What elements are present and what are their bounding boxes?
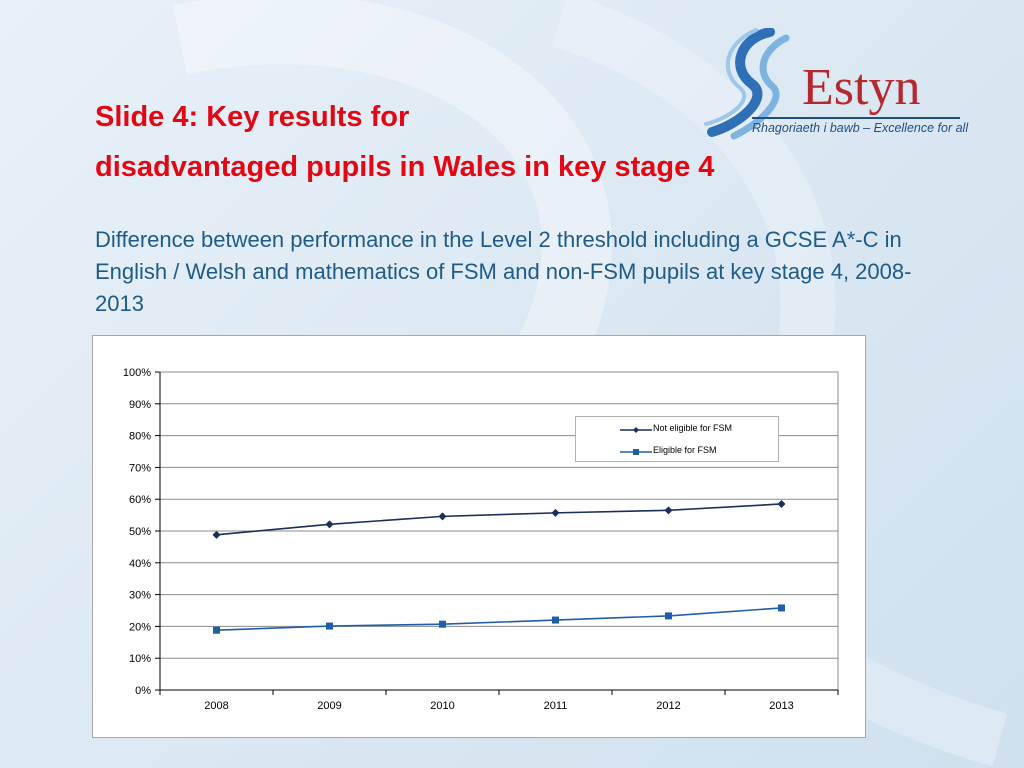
series-line	[216, 607, 782, 632]
legend-swatch-diamond-icon	[620, 427, 652, 433]
logo-wordmark: Estyn	[802, 59, 921, 116]
estyn-logo: Estyn Rhagoriaeth i bawb – Excellence fo…	[700, 28, 970, 140]
y-tick-label: 10%	[129, 653, 151, 665]
data-point	[438, 512, 447, 521]
series-line	[216, 503, 782, 536]
slide-title: Slide 4: Key results for disadvantaged p…	[95, 92, 715, 192]
legend-item-not-eligible: Not eligible for FSM	[620, 422, 775, 438]
x-tick-label: 2013	[769, 700, 793, 712]
y-tick-label: 60%	[129, 494, 151, 506]
data-point	[664, 506, 673, 515]
data-point	[552, 616, 559, 624]
x-tick-label: 2009	[317, 700, 341, 712]
legend-label: Not eligible for FSM	[653, 423, 733, 433]
logo-tagline: Rhagoriaeth i bawb – Excellence for all	[752, 121, 969, 135]
data-point	[439, 620, 446, 628]
data-point	[777, 499, 786, 508]
data-point	[551, 508, 560, 517]
slide-title-line-1: Slide 4: Key results for	[95, 101, 410, 133]
slide-subtitle: Difference between performance in the Le…	[95, 227, 912, 316]
data-point	[326, 622, 333, 630]
y-tick-label: 90%	[129, 399, 151, 411]
x-tick-label: 2011	[544, 700, 568, 712]
data-point	[325, 520, 334, 529]
data-point	[212, 530, 221, 539]
estyn-swirl-icon	[704, 28, 790, 140]
x-tick-label: 2012	[656, 700, 680, 712]
data-point	[213, 626, 220, 634]
x-tick-label: 2010	[430, 700, 454, 712]
legend-swatch-square-icon	[620, 449, 652, 455]
chart-legend: Not eligible for FSM Eligible for FSM	[575, 416, 779, 462]
line-chart: 0% 10% 20% 30% 40% 50% 60% 70% 80% 90% 100% 2008 200…	[123, 367, 839, 712]
y-tick-label: 20%	[129, 621, 151, 633]
y-tick-label: 30%	[129, 590, 151, 602]
legend-label: Eligible for FSM	[653, 445, 717, 455]
y-tick-label: 40%	[129, 558, 151, 570]
chart-container: 0% 10% 20% 30% 40% 50% 60% 70% 80% 90% 100% 2008 200…	[92, 335, 866, 738]
slide-title-line-2: disadvantaged pupils in Wales in key sta…	[95, 151, 715, 183]
x-tick-label: 2008	[204, 700, 228, 712]
y-tick-label: 50%	[129, 526, 151, 538]
y-tick-label: 70%	[129, 462, 151, 474]
legend-item-eligible: Eligible for FSM	[620, 444, 775, 460]
data-point	[778, 604, 785, 612]
y-tick-label: 0%	[135, 685, 151, 697]
data-point	[665, 612, 672, 620]
y-tick-label: 100%	[123, 367, 151, 379]
logo-divider	[752, 117, 960, 119]
y-tick-label: 80%	[129, 431, 151, 443]
